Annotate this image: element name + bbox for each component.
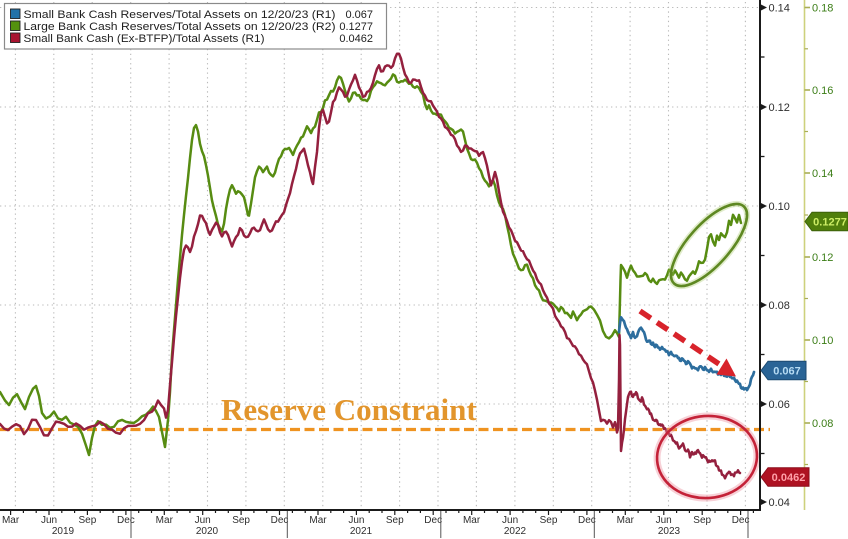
- svg-text:Jun: Jun: [348, 515, 364, 526]
- svg-text:Dec: Dec: [117, 515, 135, 526]
- svg-text:0.0462: 0.0462: [339, 33, 373, 45]
- svg-text:0.12: 0.12: [769, 102, 790, 114]
- svg-text:0.10: 0.10: [812, 335, 833, 347]
- svg-text:2020: 2020: [196, 526, 219, 537]
- svg-text:2021: 2021: [350, 526, 373, 537]
- svg-text:0.08: 0.08: [769, 300, 790, 312]
- svg-text:Dec: Dec: [271, 515, 289, 526]
- svg-text:0.067: 0.067: [345, 9, 373, 21]
- svg-text:Mar: Mar: [617, 515, 635, 526]
- svg-text:Small Bank Cash (Ex-BTFP)/Tota: Small Bank Cash (Ex-BTFP)/Total Assets (…: [24, 33, 265, 45]
- svg-text:Sep: Sep: [693, 515, 711, 526]
- svg-text:Mar: Mar: [463, 515, 481, 526]
- svg-text:Reserve Constraint: Reserve Constraint: [221, 392, 477, 427]
- svg-text:0.08: 0.08: [812, 418, 833, 430]
- svg-text:0.14: 0.14: [812, 168, 833, 180]
- svg-text:Jun: Jun: [41, 515, 57, 526]
- svg-text:Mar: Mar: [156, 515, 174, 526]
- svg-text:0.10: 0.10: [769, 201, 790, 213]
- svg-text:Sep: Sep: [79, 515, 97, 526]
- svg-text:0.0462: 0.0462: [772, 472, 806, 484]
- svg-text:Jun: Jun: [656, 515, 672, 526]
- svg-text:0.14: 0.14: [769, 3, 790, 15]
- svg-text:Sep: Sep: [232, 515, 250, 526]
- svg-text:0.067: 0.067: [773, 366, 801, 378]
- svg-text:Small Bank Cash Reserves/Total: Small Bank Cash Reserves/Total Assets on…: [24, 9, 336, 21]
- svg-text:2023: 2023: [658, 526, 681, 537]
- svg-text:0.16: 0.16: [812, 85, 833, 97]
- svg-text:Mar: Mar: [309, 515, 327, 526]
- svg-text:2019: 2019: [52, 526, 75, 537]
- svg-text:Dec: Dec: [732, 515, 750, 526]
- svg-text:0.12: 0.12: [812, 252, 833, 264]
- svg-text:0.18: 0.18: [812, 3, 833, 15]
- svg-text:0.04: 0.04: [769, 497, 790, 509]
- svg-text:Jun: Jun: [502, 515, 518, 526]
- svg-text:Dec: Dec: [424, 515, 442, 526]
- svg-text:Sep: Sep: [386, 515, 404, 526]
- svg-text:Mar: Mar: [2, 515, 20, 526]
- svg-text:0.06: 0.06: [769, 399, 790, 411]
- svg-text:0.1277: 0.1277: [339, 21, 373, 33]
- svg-text:Jun: Jun: [195, 515, 211, 526]
- svg-text:Dec: Dec: [578, 515, 596, 526]
- svg-text:Large Bank Cash Reserves/Total: Large Bank Cash Reserves/Total Assets on…: [24, 21, 336, 33]
- svg-text:0.1277: 0.1277: [813, 217, 847, 229]
- svg-text:2022: 2022: [504, 526, 527, 537]
- svg-text:Sep: Sep: [540, 515, 558, 526]
